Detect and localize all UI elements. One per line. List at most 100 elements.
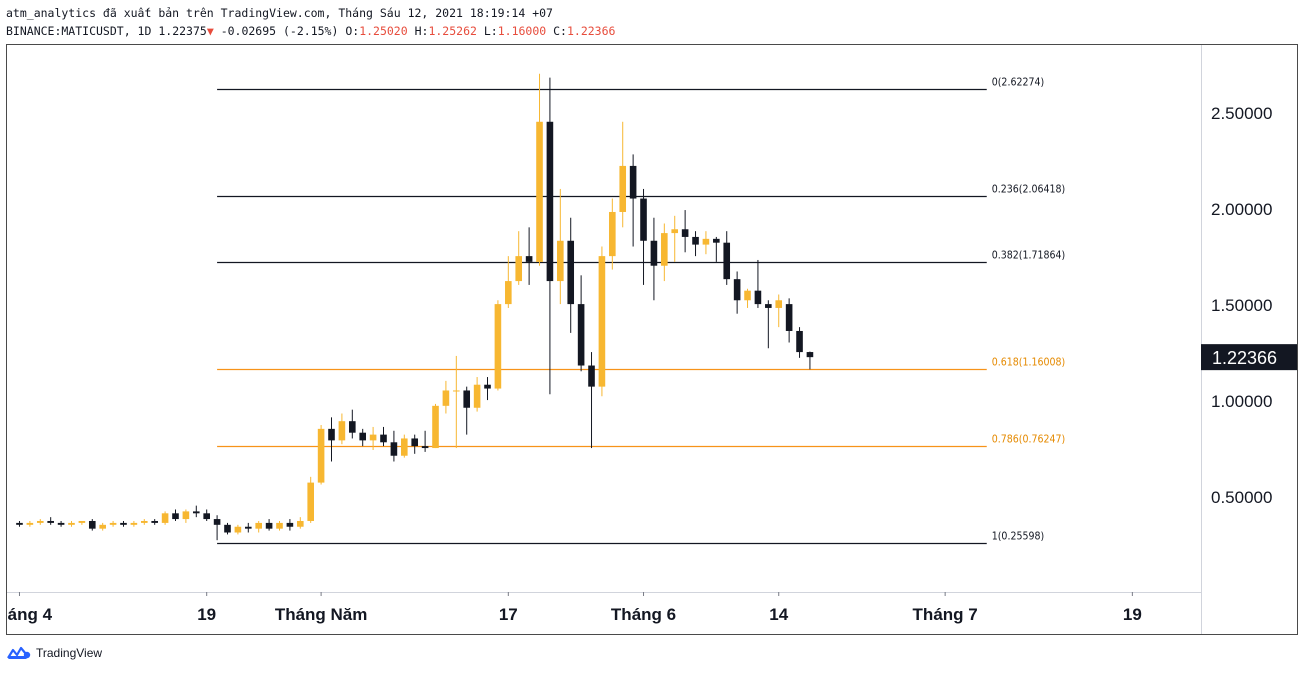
candle-up <box>661 233 668 266</box>
close-label: C: <box>553 24 567 38</box>
candle-up <box>401 438 408 456</box>
candle-down <box>733 279 741 301</box>
candle-up <box>515 256 523 282</box>
down-arrow-icon: ▼ <box>206 24 214 38</box>
candle-down <box>629 165 637 199</box>
candle-up <box>109 522 117 525</box>
last-price-label: 1.22366 <box>1212 348 1277 368</box>
fib-level-label: 0.236(2.06418) <box>992 184 1065 196</box>
candle-down <box>47 520 54 523</box>
fib-level-label: 0(2.62274) <box>992 77 1044 89</box>
symbol-label: BINANCE:MATICUSDT, 1D <box>6 24 152 38</box>
low-label: L: <box>483 24 498 38</box>
fibonacci-retracement: 0(2.62274) 0.236(2.06418) 0.382(1.71864) 0.… <box>217 77 1065 545</box>
candles <box>16 73 814 541</box>
brand-label: TradingView <box>36 646 103 660</box>
candle-up <box>296 520 304 527</box>
candle-up <box>26 522 34 525</box>
candle-down <box>88 520 96 529</box>
candle-down <box>172 513 179 520</box>
candle-down <box>463 390 471 408</box>
candle-up <box>453 390 460 392</box>
fib-level-label: 0.382(1.71864) <box>992 250 1065 262</box>
price-tick: 2.00000 <box>1211 200 1272 219</box>
price-chart[interactable]: 0(2.62274) 0.236(2.06418) 0.382(1.71864) 0.… <box>7 45 1297 634</box>
candle-down <box>151 520 158 523</box>
candle-up <box>307 482 315 521</box>
candle-up <box>68 522 75 525</box>
candle-down <box>692 236 699 245</box>
close-value: 1.22366 <box>566 24 616 38</box>
candle-down <box>806 352 814 358</box>
tradingview-logo[interactable]: TradingView <box>6 646 102 660</box>
candle-up <box>317 428 325 483</box>
fib-level-label: 0.786(0.76247) <box>992 434 1065 446</box>
candle-down <box>796 330 803 353</box>
candle-up <box>598 256 606 387</box>
price-tick: 1.00000 <box>1211 392 1272 411</box>
candle-up <box>619 165 627 212</box>
candle-up <box>557 240 564 282</box>
candle-up <box>78 520 86 523</box>
candle-down <box>286 522 294 527</box>
candle-down <box>57 522 65 525</box>
price-change: -0.02695 (-2.15%) <box>220 24 339 38</box>
candle-down <box>224 524 231 533</box>
price-tick: 2.50000 <box>1211 104 1272 123</box>
candle-up <box>276 522 283 529</box>
candle-up <box>369 434 377 441</box>
time-tick-label: Tháng 7 <box>913 605 978 624</box>
candle-up <box>36 520 44 523</box>
candle-down <box>421 446 429 449</box>
candle-down <box>785 304 793 331</box>
candle-down <box>192 511 200 514</box>
fib-level-label: 0.618(1.16008) <box>992 357 1065 369</box>
candle-up <box>775 300 783 308</box>
candle-down <box>723 242 731 280</box>
time-tick-label: 19 <box>1123 605 1142 624</box>
open-value: 1.25020 <box>359 24 408 38</box>
ohlc-legend: BINANCE:MATICUSDT, 1D 1.22375▼ -0.02695 … <box>6 24 615 38</box>
candle-up <box>494 304 502 389</box>
candle-up <box>161 513 169 523</box>
candle-up <box>744 290 751 301</box>
candle-down <box>588 365 595 387</box>
time-tick-label: Tháng Năm <box>275 605 368 624</box>
plot-area <box>7 45 1202 634</box>
time-tick-label: Tháng 6 <box>611 605 676 624</box>
time-tick-label: 14 <box>769 605 788 624</box>
candle-down <box>349 421 356 433</box>
candle-up <box>182 511 190 520</box>
candle-up <box>338 421 346 441</box>
fib-level-label: 1(0.25598) <box>992 531 1044 543</box>
candle-down <box>265 522 273 529</box>
chart-frame[interactable]: 0(2.62274) 0.236(2.06418) 0.382(1.71864) 0.… <box>6 44 1298 635</box>
candle-up <box>442 390 450 406</box>
price-tick: 0.50000 <box>1211 488 1272 507</box>
candle-down <box>390 442 398 456</box>
candle-down <box>120 522 127 525</box>
candle-down <box>650 240 658 266</box>
low-value: 1.16000 <box>497 24 547 38</box>
candle-down <box>380 434 387 443</box>
candle-down <box>16 522 23 525</box>
candle-up <box>702 238 710 245</box>
candle-down <box>213 519 221 525</box>
candle-up <box>473 384 481 408</box>
candle-down <box>640 198 647 241</box>
price-axis: 0.50000 1.00000 1.50000 2.00000 2.50000 1.223… <box>1201 104 1297 507</box>
candle-up <box>130 522 138 525</box>
candle-down <box>567 240 575 305</box>
candle-down <box>359 432 367 441</box>
time-tick-label: 17 <box>499 605 518 624</box>
last-price: 1.22375 <box>158 24 207 38</box>
price-tick: 1.50000 <box>1211 296 1272 315</box>
candle-up <box>255 522 262 529</box>
last-price-badge <box>1201 344 1297 371</box>
candle-down <box>244 526 252 529</box>
candle-down <box>328 428 335 441</box>
tradingview-cloud-icon <box>7 646 31 659</box>
high-label: H: <box>414 24 429 38</box>
candle-up <box>536 121 543 262</box>
publish-info: atm_analytics đã xuất bản trên TradingVi… <box>6 6 553 20</box>
